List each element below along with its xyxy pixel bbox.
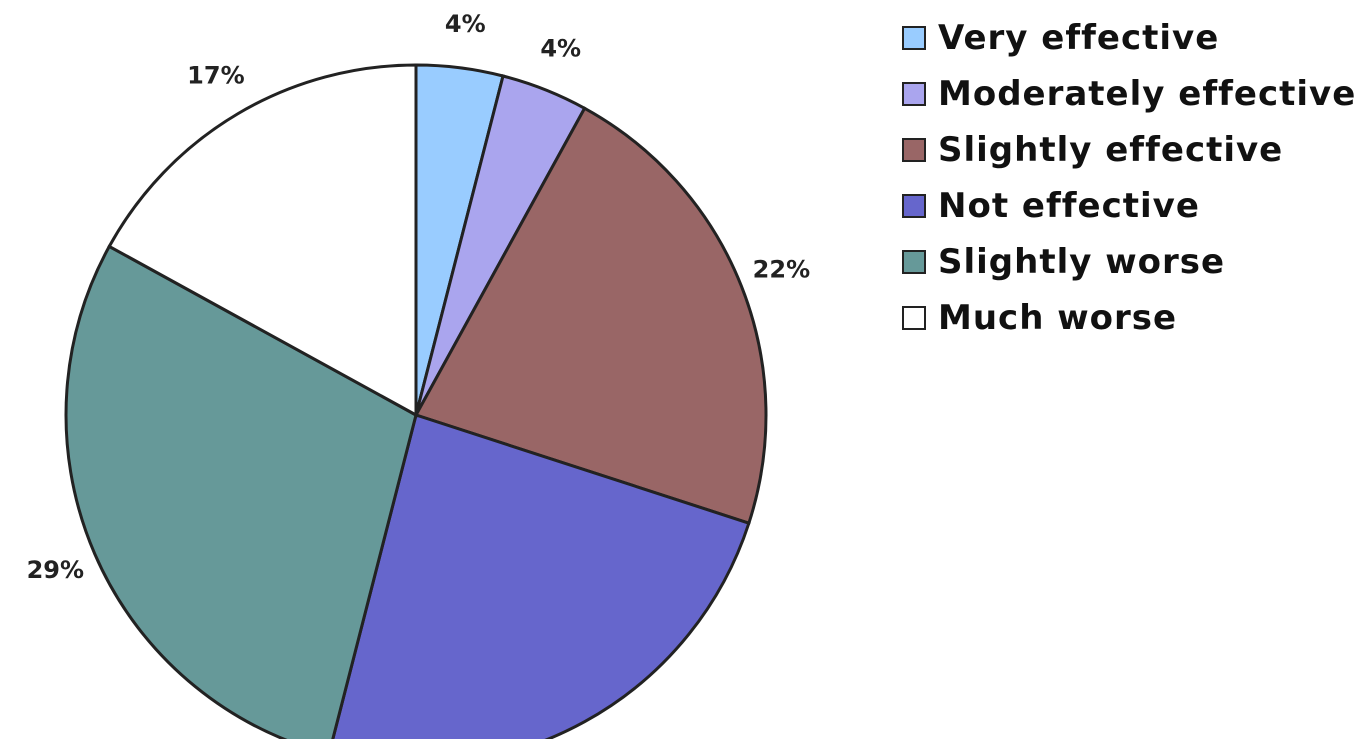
legend-item-slightly-worse: Slightly worse — [902, 234, 1356, 290]
pie-label-moderately-effective: 4% — [540, 35, 581, 63]
legend-swatch-very-effective — [902, 26, 926, 50]
pie-label-much-worse: 17% — [187, 62, 244, 90]
legend-swatch-slightly-effective — [902, 138, 926, 162]
legend-swatch-not-effective — [902, 194, 926, 218]
legend-item-moderately-effective: Moderately effective — [902, 66, 1356, 122]
pie-slice-slightly-effective — [413, 106, 768, 526]
legend-label-slightly-worse: Slightly worse — [938, 242, 1226, 282]
legend-swatch-moderately-effective — [902, 82, 926, 106]
pie-slice-slightly-worse — [64, 244, 418, 739]
pie-label-very-effective: 4% — [445, 10, 486, 38]
pie-label-slightly-effective: 22% — [753, 255, 810, 283]
legend-item-not-effective: Not effective — [902, 178, 1356, 234]
legend-label-slightly-effective: Slightly effective — [938, 130, 1284, 170]
legend-item-slightly-effective: Slightly effective — [902, 122, 1356, 178]
legend-swatch-slightly-worse — [902, 250, 926, 274]
legend-label-much-worse: Much worse — [938, 298, 1178, 338]
legend-label-very-effective: Very effective — [938, 18, 1220, 58]
legend-label-moderately-effective: Moderately effective — [938, 74, 1357, 114]
legend-item-very-effective: Very effective — [902, 10, 1356, 66]
legend-swatch-much-worse — [902, 306, 926, 330]
legend-label-not-effective: Not effective — [938, 186, 1200, 226]
legend-item-much-worse: Much worse — [902, 290, 1356, 346]
legend: Very effective Moderately effective Slig… — [902, 10, 1356, 346]
pie-chart: 4%4%22%24%29%17% — [27, 10, 810, 739]
pie-slice-not-effective — [331, 413, 751, 739]
pie-label-slightly-worse: 29% — [27, 556, 84, 584]
pie-slice-much-worse — [107, 63, 418, 418]
